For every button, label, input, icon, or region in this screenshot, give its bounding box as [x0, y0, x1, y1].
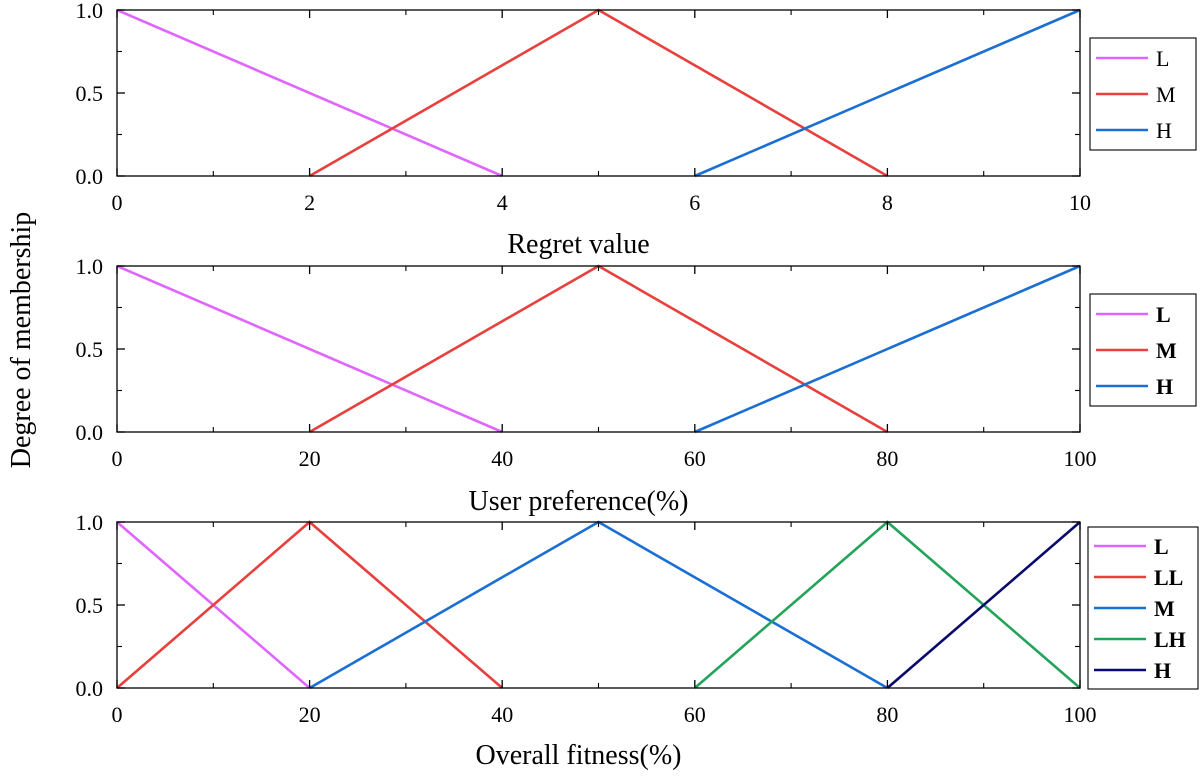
legend: LMH	[1089, 37, 1197, 151]
series-line-m	[308, 520, 889, 690]
x-tick-label: 60	[684, 702, 706, 727]
legend-label-lh: LH	[1154, 627, 1186, 652]
series-line-ll	[116, 520, 504, 689]
series-line-l	[116, 8, 503, 178]
series-line-m	[308, 8, 889, 178]
legend-label-l: L	[1156, 46, 1169, 71]
x-tick-label: 80	[876, 702, 898, 727]
series-line-l	[116, 264, 503, 434]
legend-label-m: M	[1156, 82, 1176, 107]
y-tick-label: 0.5	[76, 337, 104, 362]
series-line-h	[694, 264, 1081, 434]
series-line-m	[308, 264, 889, 434]
x-tick-label: 100	[1064, 702, 1097, 727]
y-tick-label: 1.0	[76, 510, 104, 535]
y-tick-label: 0.0	[76, 164, 104, 189]
x-tick-label: 0	[112, 702, 123, 727]
legend-label-h: H	[1156, 118, 1172, 143]
plot-frame	[116, 9, 1081, 177]
panel-2: 0 20 40 60 80 100 0.0 0.5 1.0 User preference(%) L…	[76, 254, 1197, 517]
x-tick-label: 20	[299, 446, 321, 471]
x-tick-label: 6	[689, 190, 700, 215]
x-tick-label: 100	[1064, 446, 1097, 471]
x-tick-label: 8	[882, 190, 893, 215]
legend-label-l: L	[1156, 302, 1171, 327]
x-tick-label: 0	[112, 446, 123, 471]
legend-label-m: M	[1156, 338, 1177, 363]
x-tick-label: 4	[497, 190, 508, 215]
y-tick-label: 0.5	[76, 593, 104, 618]
x-tick-label: 0	[112, 190, 123, 215]
x-tick-label: 20	[299, 702, 321, 727]
y-axis-title: Degree of membership	[6, 212, 37, 469]
series-line-h	[886, 521, 1081, 689]
legend-label-l: L	[1154, 534, 1169, 559]
series-line-h	[694, 8, 1081, 178]
x-axis-title: Regret value	[507, 229, 649, 260]
y-tick-label: 1.0	[76, 0, 104, 23]
y-tick-label: 1.0	[76, 254, 104, 279]
x-axis-title: User preference(%)	[469, 486, 689, 517]
series-line-lh	[693, 520, 1081, 689]
x-tick-label: 40	[491, 702, 513, 727]
x-tick-label: 10	[1069, 190, 1091, 215]
panel-3: 0 20 40 60 80 100 0.0 0.5 1.0 Overall fitness(%) L…	[76, 510, 1199, 771]
y-tick-label: 0.0	[76, 676, 104, 701]
plot-frame	[116, 521, 1081, 689]
legend-label-ll: LL	[1154, 565, 1183, 590]
x-tick-label: 80	[876, 446, 898, 471]
legend-label-h: H	[1156, 374, 1173, 399]
y-tick-label: 0.0	[76, 420, 104, 445]
legend-label-h: H	[1154, 658, 1171, 683]
x-tick-label: 2	[304, 190, 315, 215]
x-tick-label: 40	[491, 446, 513, 471]
x-axis-title: Overall fitness(%)	[475, 740, 681, 771]
panel-1: 0 2 4 6 8 10 0.0 0.5 1.0 Regret value LMH	[76, 0, 1197, 260]
plot-frame	[116, 265, 1081, 433]
legend-label-m: M	[1154, 596, 1175, 621]
legend: LMH	[1089, 293, 1197, 407]
y-tick-label: 0.5	[76, 81, 104, 106]
x-tick-label: 60	[684, 446, 706, 471]
